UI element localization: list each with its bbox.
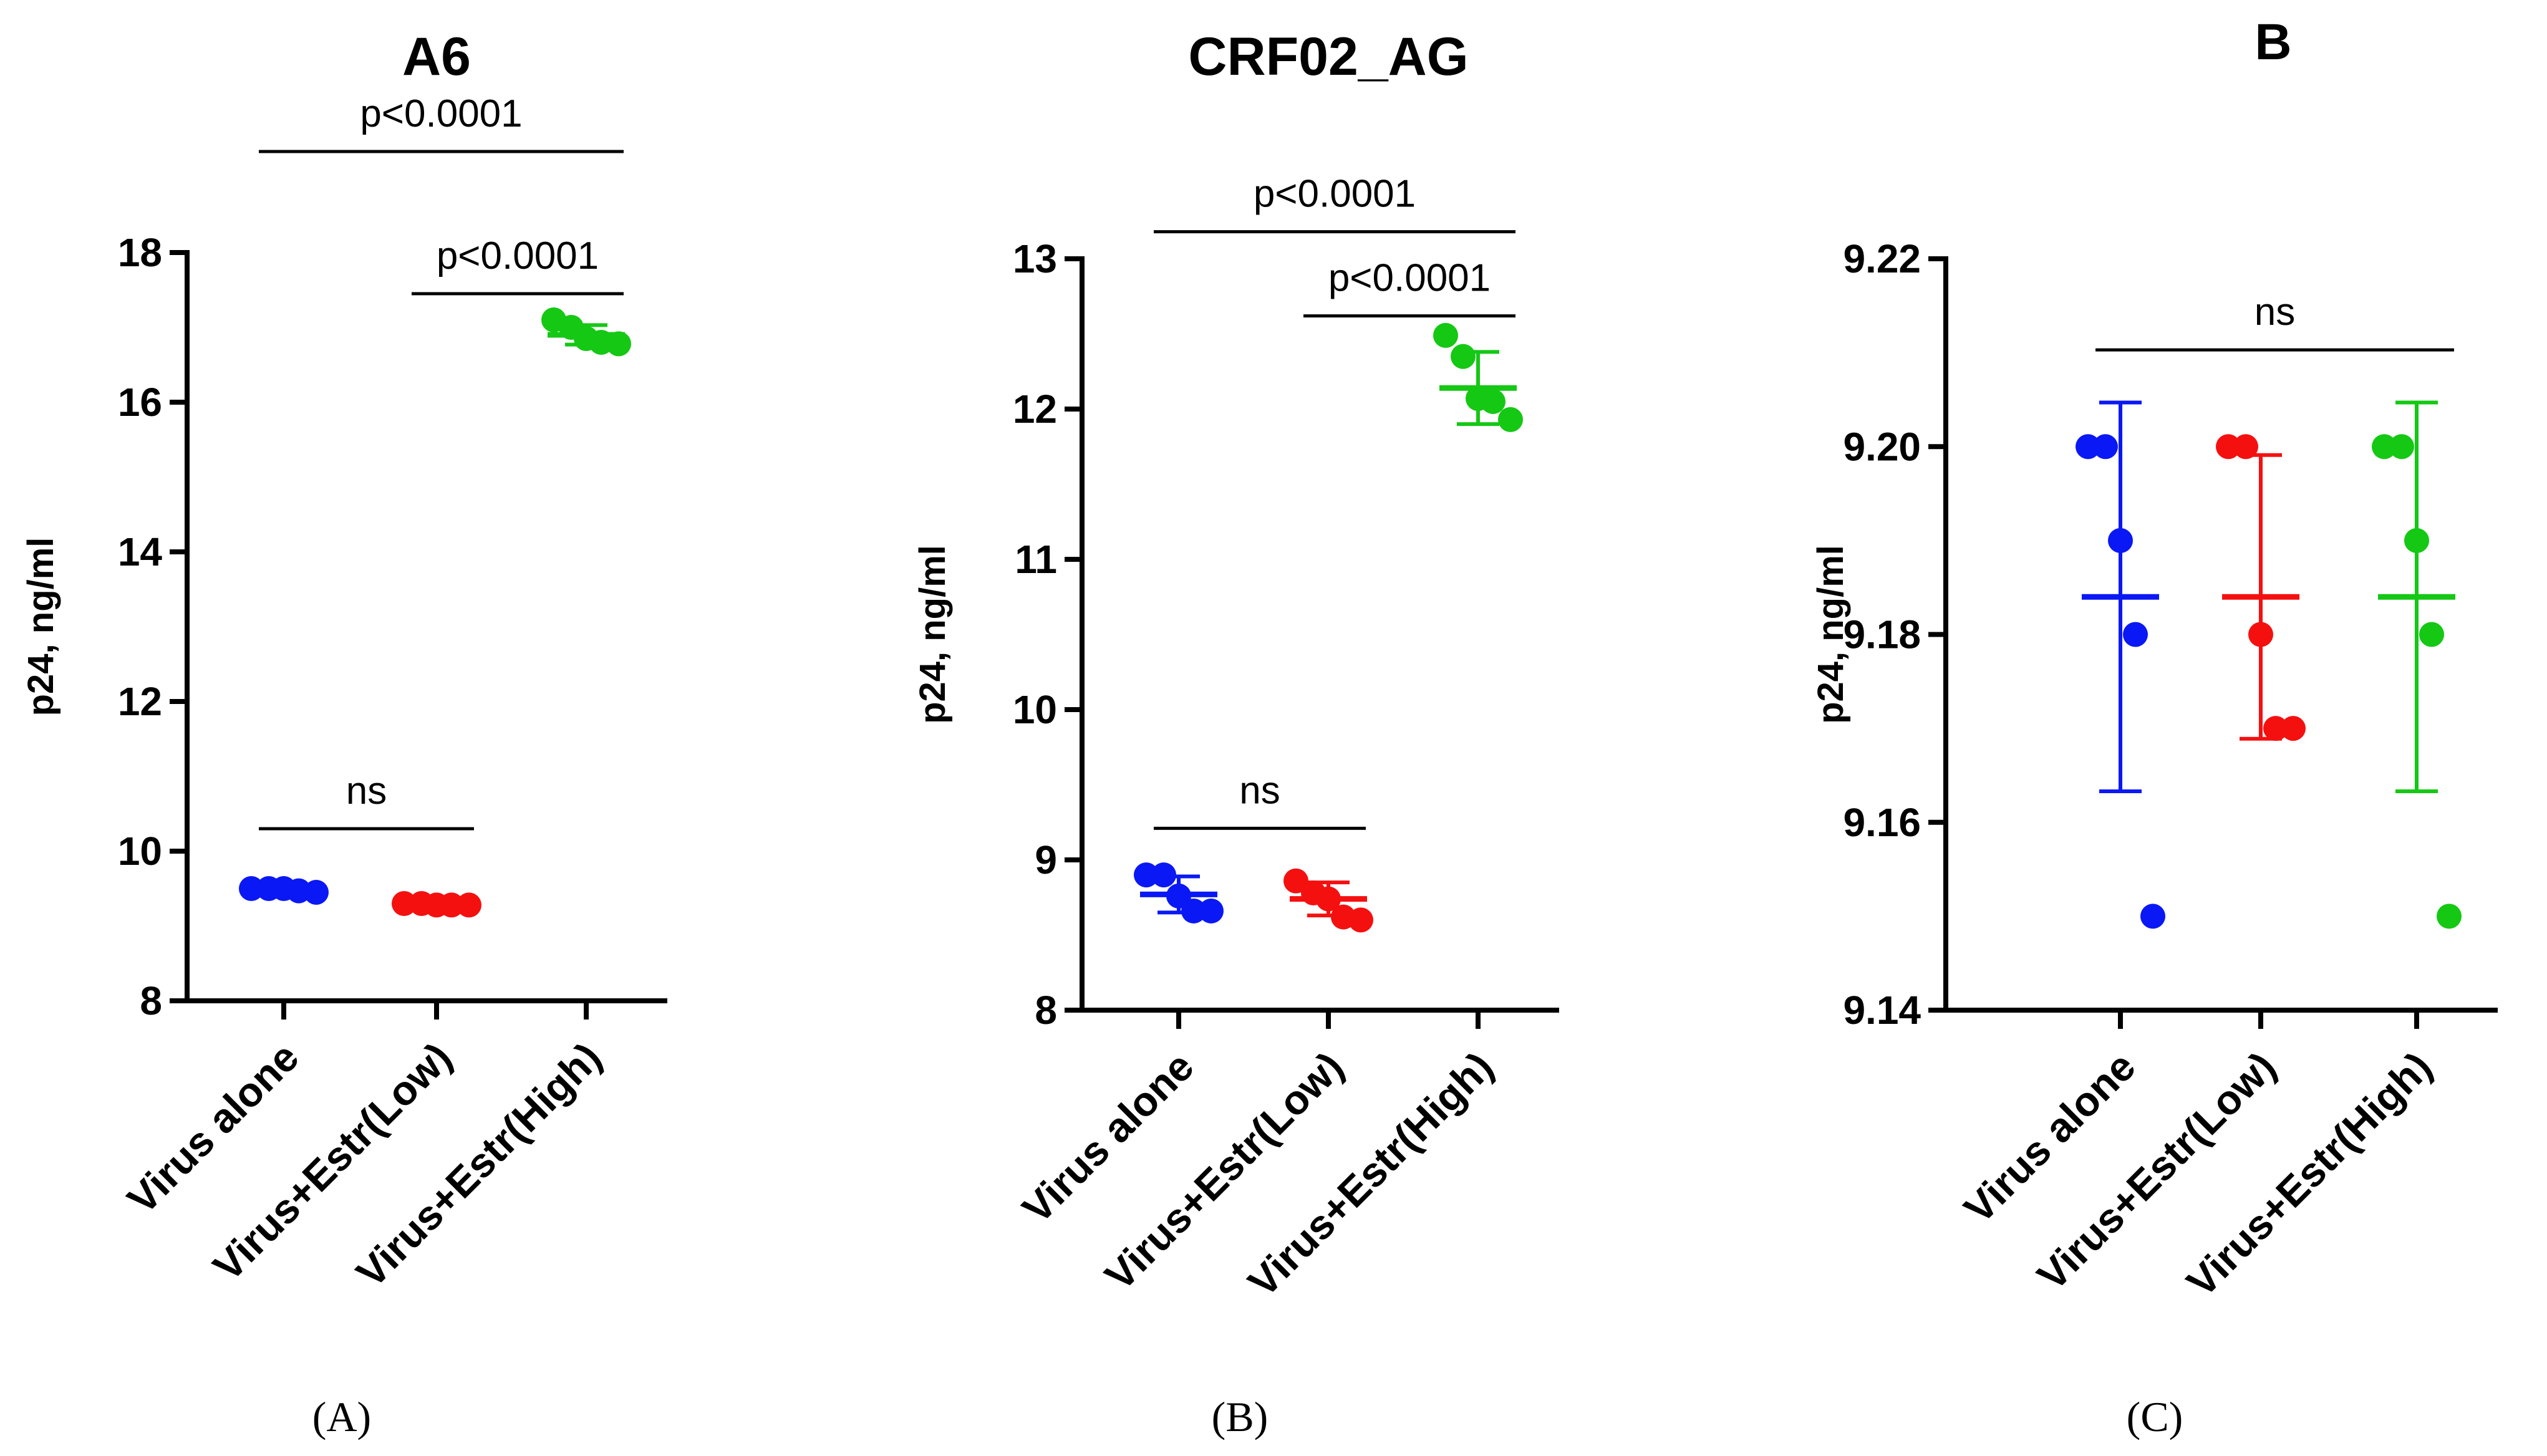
y-tick-label: 9 (1035, 837, 1057, 882)
data-point (2419, 622, 2444, 647)
y-tick-label: 11 (1015, 537, 1057, 582)
data-point (2216, 434, 2241, 460)
series-group (2076, 400, 2165, 929)
y-tick-label: 10 (1013, 687, 1057, 732)
data-point (1151, 862, 1176, 888)
significance-label: p<0.0001 (360, 92, 522, 135)
data-point (1283, 868, 1308, 894)
significance-label: p<0.0001 (437, 234, 599, 277)
chart-title: CRF02_AG (1188, 27, 1468, 87)
series-group (541, 307, 631, 357)
data-point (1481, 388, 1505, 414)
x-tick-label: Virus+Estr(High) (347, 1034, 610, 1296)
series-group (239, 876, 329, 905)
y-tick-label: 9.18 (1843, 612, 1921, 657)
significance-label: ns (1239, 769, 1280, 812)
chart-title: A6 (402, 27, 471, 87)
y-tick-label: 9.14 (1843, 988, 1921, 1033)
y-axis-label: p24, ng/ml (912, 545, 953, 724)
y-tick-label: 16 (118, 380, 162, 425)
series-group (392, 891, 481, 918)
y-tick-label: 8 (1035, 988, 1057, 1033)
y-tick-label: 18 (118, 230, 162, 275)
data-point (2389, 434, 2414, 460)
data-point (1451, 344, 1476, 369)
y-tick-label: 13 (1013, 236, 1057, 281)
data-point (2263, 716, 2288, 741)
panel-caption: (A) (312, 1393, 371, 1440)
data-point (1134, 862, 1159, 888)
data-point (2233, 434, 2258, 460)
x-tick-label: Virus+Estr(High) (1239, 1043, 1502, 1306)
significance-label: ns (2255, 291, 2295, 334)
y-tick-label: 8 (140, 978, 162, 1023)
y-tick-label: 10 (118, 829, 162, 874)
data-point (2372, 434, 2397, 460)
y-tick-label: 9.22 (1843, 236, 1921, 281)
series-group (1433, 322, 1523, 432)
data-point (2281, 716, 2306, 741)
data-point (2248, 622, 2273, 647)
y-tick-label: 12 (1013, 387, 1057, 431)
y-tick-label: 9.16 (1843, 800, 1921, 845)
series-group (2216, 434, 2306, 741)
data-point (1433, 322, 1458, 348)
data-point (2076, 434, 2100, 460)
panel-caption: (C) (2127, 1393, 2183, 1440)
series-group (1134, 862, 1224, 923)
data-point (1498, 407, 1523, 432)
y-tick-label: 12 (118, 679, 162, 724)
chart-title: B (2255, 14, 2291, 70)
data-point (1199, 898, 1224, 923)
y-tick-label: 9.20 (1843, 424, 1921, 469)
data-point (1348, 907, 1373, 933)
y-tick-label: 14 (118, 529, 163, 574)
data-point (2437, 904, 2462, 929)
data-point (2140, 904, 2165, 929)
data-point (1181, 898, 1206, 923)
y-axis-label: p24, ng/ml (21, 538, 61, 716)
data-point (2404, 528, 2429, 553)
y-axis-label: p24, ng/ml (1810, 545, 1851, 724)
series-group (2372, 400, 2462, 929)
data-point (2093, 434, 2118, 460)
data-point (2123, 622, 2148, 647)
significance-label: p<0.0001 (1254, 173, 1416, 216)
series-group (1283, 868, 1373, 933)
significance-label: ns (346, 769, 387, 812)
panel-caption: (B) (1212, 1393, 1269, 1440)
data-point (2108, 528, 2133, 553)
significance-label: p<0.0001 (1328, 257, 1491, 300)
